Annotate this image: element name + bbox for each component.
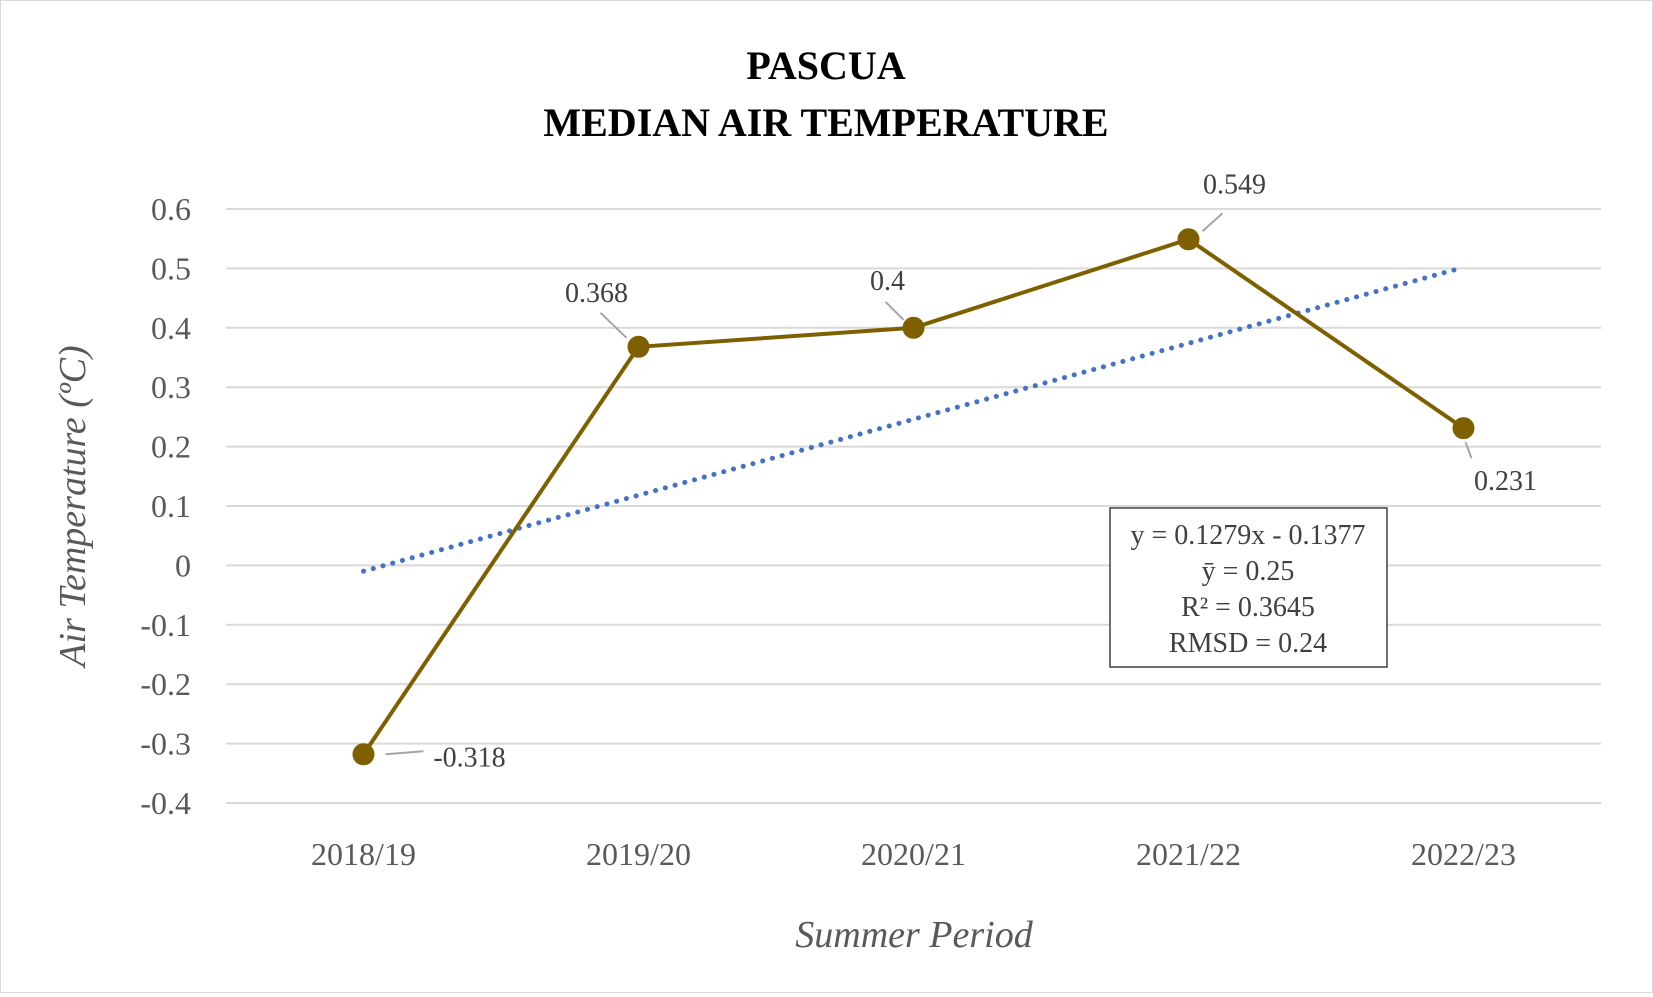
x-tick-label: 2022/23	[1411, 836, 1516, 872]
data-label-leader	[599, 312, 628, 339]
y-tick-label: 0.6	[151, 191, 191, 227]
y-tick-label: -0.2	[140, 666, 191, 702]
data-point	[1177, 228, 1200, 251]
data-label: 0.549	[1203, 169, 1266, 200]
data-labels: -0.318 0.368 0.4 0.549 0.231	[385, 169, 1537, 773]
y-tick-label: 0.3	[151, 369, 191, 405]
data-label: 0.4	[870, 266, 905, 297]
chart-title: PASCUA MEDIAN AIR TEMPERATURE	[543, 43, 1108, 145]
x-tick-label: 2020/21	[861, 836, 966, 872]
y-tick-label: 0.1	[151, 488, 191, 524]
x-tick-label: 2021/22	[1136, 836, 1241, 872]
data-label-leader	[884, 301, 905, 321]
stats-rmsd: RMSD = 0.24	[1169, 628, 1327, 659]
x-axis-label: Summer Period	[795, 914, 1033, 956]
data-point	[1452, 417, 1475, 440]
x-tick-label: 2019/20	[586, 836, 691, 872]
data-point	[352, 743, 375, 766]
y-tick-label: -0.4	[140, 785, 191, 821]
x-tick-label: 2018/19	[311, 836, 416, 872]
stats-equation: y = 0.1279x - 0.1377	[1130, 520, 1365, 551]
data-label-leader	[385, 750, 424, 756]
trendline	[361, 264, 1466, 574]
trendline-path	[361, 264, 1466, 574]
data-label: 0.368	[565, 278, 628, 309]
chart-title-line-1: PASCUA	[746, 43, 905, 88]
data-point	[627, 335, 650, 358]
y-tick-label: -0.1	[140, 607, 191, 643]
data-label-leader	[1464, 441, 1473, 459]
y-tick-label: 0.2	[151, 429, 191, 465]
data-label-leader	[1201, 212, 1224, 233]
stats-box: y = 0.1279x - 0.1377 ȳ = 0.25 R² = 0.364…	[1109, 507, 1388, 668]
stats-mean: ȳ = 0.25	[1202, 556, 1295, 587]
stats-r-squared: R² = 0.3645	[1181, 592, 1315, 623]
y-tick-label: 0	[175, 547, 191, 583]
stats-box-border	[1109, 507, 1388, 668]
x-axis-ticks: 2018/19 2019/20 2020/21 2021/22 2022/23	[311, 836, 1516, 872]
chart-title-line-2: MEDIAN AIR TEMPERATURE	[543, 100, 1108, 145]
series-polyline	[361, 237, 1465, 756]
data-label: 0.231	[1474, 466, 1537, 497]
data-label: -0.318	[433, 742, 505, 773]
y-tick-label: 0.4	[151, 310, 191, 346]
gridlines	[226, 208, 1601, 804]
series-line	[352, 228, 1475, 766]
y-tick-label: 0.5	[151, 250, 191, 286]
y-tick-label: -0.3	[140, 726, 191, 762]
y-axis-label: Air Temperature (ºC)	[52, 345, 94, 669]
data-point	[902, 316, 925, 339]
y-axis-ticks: 0.6 0.5 0.4 0.3 0.2 0.1 0 -0.1 -0.2 -0.3 -0.4	[140, 191, 191, 821]
